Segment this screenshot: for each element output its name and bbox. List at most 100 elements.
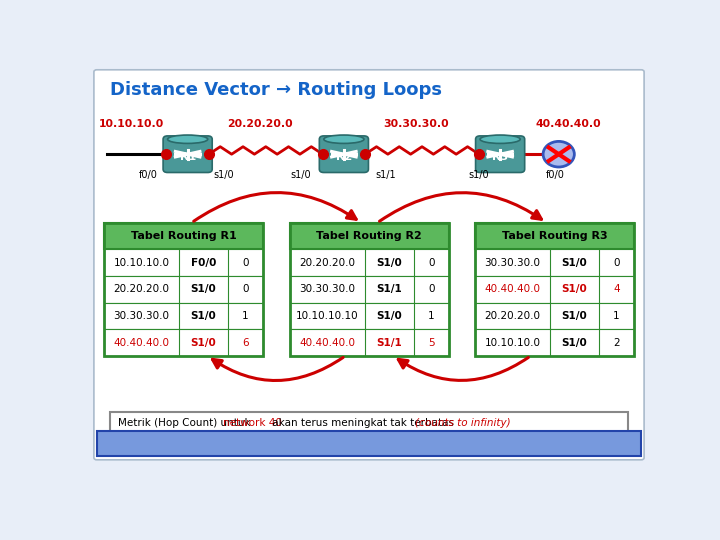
FancyBboxPatch shape [96,431,642,456]
Text: Metrik (Hop Count) untuk: Metrik (Hop Count) untuk [118,418,253,428]
Text: 40.40.40.0: 40.40.40.0 [113,338,169,348]
FancyBboxPatch shape [475,249,634,276]
FancyBboxPatch shape [96,432,642,433]
Text: 20.20.20.0: 20.20.20.0 [299,258,355,268]
Text: 0: 0 [242,285,248,294]
Text: 1: 1 [428,311,435,321]
FancyBboxPatch shape [96,448,642,449]
Text: Tabel Routing R3: Tabel Routing R3 [502,231,608,241]
FancyBboxPatch shape [289,223,449,249]
Text: S1/0: S1/0 [562,338,588,348]
FancyBboxPatch shape [96,436,642,437]
FancyArrowPatch shape [398,357,528,380]
Text: 0: 0 [428,285,435,294]
FancyBboxPatch shape [163,136,212,172]
FancyBboxPatch shape [104,249,263,276]
FancyArrowPatch shape [379,193,541,221]
Text: R2: R2 [336,152,352,161]
FancyBboxPatch shape [104,223,263,249]
FancyBboxPatch shape [96,449,642,450]
Text: 0: 0 [428,258,435,268]
Text: S1/0: S1/0 [191,285,216,294]
Ellipse shape [543,141,575,167]
FancyBboxPatch shape [96,441,642,442]
Text: 5: 5 [428,338,435,348]
Text: 30.30.30.0: 30.30.30.0 [485,258,541,268]
FancyBboxPatch shape [289,302,449,329]
Text: s1/0: s1/0 [290,170,310,180]
Text: 10.10.10.0: 10.10.10.0 [99,119,164,129]
FancyBboxPatch shape [96,438,642,440]
FancyBboxPatch shape [94,70,644,460]
Text: 10.10.10.0: 10.10.10.0 [485,338,541,348]
Ellipse shape [480,135,521,144]
Text: 0: 0 [242,258,248,268]
Text: S1/1: S1/1 [377,285,402,294]
FancyBboxPatch shape [475,329,634,356]
Text: network 40: network 40 [223,418,282,428]
Text: 6: 6 [242,338,249,348]
Text: S1/0: S1/0 [562,311,588,321]
Text: Tabel Routing R2: Tabel Routing R2 [316,231,422,241]
FancyBboxPatch shape [96,454,642,455]
Text: s1/0: s1/0 [469,170,489,180]
Text: 20.20.20.0: 20.20.20.0 [113,285,169,294]
Text: 1: 1 [613,311,620,321]
FancyBboxPatch shape [96,437,642,438]
Text: f0/0: f0/0 [545,170,564,180]
FancyBboxPatch shape [96,433,642,435]
Text: S1/0: S1/0 [377,311,402,321]
Text: Distance Vector → Routing Loops: Distance Vector → Routing Loops [109,80,441,99]
Text: 40.40.40.0: 40.40.40.0 [536,119,602,129]
FancyBboxPatch shape [476,136,525,172]
FancyBboxPatch shape [96,440,642,441]
FancyBboxPatch shape [96,443,642,445]
Text: 10.10.10.10: 10.10.10.10 [296,311,359,321]
FancyBboxPatch shape [96,451,642,453]
FancyBboxPatch shape [104,276,263,302]
Text: 40.40.40.0: 40.40.40.0 [485,285,541,294]
FancyBboxPatch shape [96,442,642,443]
FancyBboxPatch shape [96,450,642,451]
Text: 0: 0 [613,258,620,268]
Text: S1/0: S1/0 [562,285,588,294]
Text: R1: R1 [179,152,196,161]
Text: Tabel Routing R1: Tabel Routing R1 [130,231,236,241]
FancyBboxPatch shape [320,136,369,172]
Text: 4: 4 [613,285,620,294]
Text: 20.20.20.0: 20.20.20.0 [228,119,293,129]
FancyBboxPatch shape [289,329,449,356]
Text: s1/1: s1/1 [375,170,396,180]
Text: 20.20.20.0: 20.20.20.0 [485,311,541,321]
Text: 30.30.30.0: 30.30.30.0 [299,285,355,294]
Text: S1/0: S1/0 [562,258,588,268]
Text: s1/0: s1/0 [214,170,234,180]
Text: F0/0: F0/0 [191,258,216,268]
FancyBboxPatch shape [96,453,642,454]
FancyBboxPatch shape [289,276,449,302]
Text: 30.30.30.0: 30.30.30.0 [113,311,169,321]
FancyBboxPatch shape [104,329,263,356]
FancyBboxPatch shape [96,431,642,432]
Text: S1/0: S1/0 [377,258,402,268]
Text: 2: 2 [613,338,620,348]
FancyBboxPatch shape [96,435,642,436]
Text: S1/1: S1/1 [377,338,402,348]
Text: 1: 1 [242,311,249,321]
FancyBboxPatch shape [96,446,642,448]
Text: f0/0: f0/0 [139,170,158,180]
Text: S1/0: S1/0 [191,311,216,321]
FancyArrowPatch shape [194,193,356,221]
Text: 30.30.30.0: 30.30.30.0 [384,119,449,129]
FancyBboxPatch shape [289,249,449,276]
Text: (counts to infinity): (counts to infinity) [415,418,510,428]
FancyBboxPatch shape [475,302,634,329]
Text: 10.10.10.0: 10.10.10.0 [113,258,169,268]
FancyBboxPatch shape [96,455,642,456]
FancyBboxPatch shape [475,223,634,249]
FancyBboxPatch shape [96,445,642,446]
Text: S1/0: S1/0 [191,338,216,348]
Text: 40.40.40.0: 40.40.40.0 [299,338,355,348]
FancyArrowPatch shape [212,357,343,381]
FancyBboxPatch shape [104,302,263,329]
